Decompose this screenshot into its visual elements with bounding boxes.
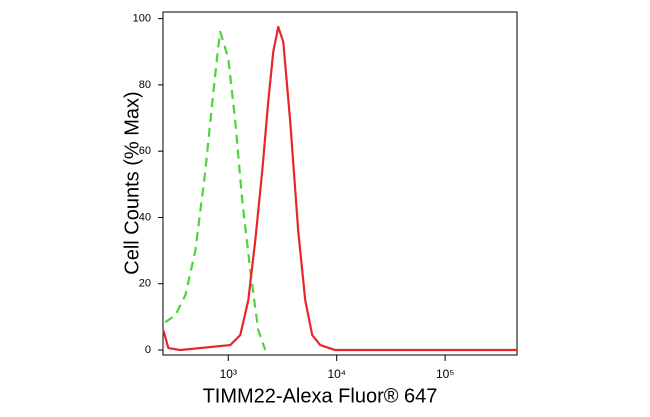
y-tick-label: 100 (133, 13, 151, 25)
series-line (164, 30, 267, 351)
plot-frame (162, 11, 518, 356)
x-axis-label: TIMM22-Alexa Fluor® 647 (203, 385, 438, 407)
y-axis-label: Cell Counts (% Max) (121, 91, 143, 274)
series-line (162, 25, 517, 352)
y-tick-label: 0 (145, 344, 151, 356)
y-tick-label: 80 (139, 79, 151, 91)
x-tick-label: 10⁴ (327, 367, 346, 381)
x-tick-label: 10³ (220, 367, 237, 381)
y-tick-label: 20 (139, 278, 151, 290)
y-tick-label: 40 (139, 211, 151, 223)
y-tick-label: 60 (139, 145, 151, 157)
x-tick-label: 10⁵ (436, 367, 454, 381)
